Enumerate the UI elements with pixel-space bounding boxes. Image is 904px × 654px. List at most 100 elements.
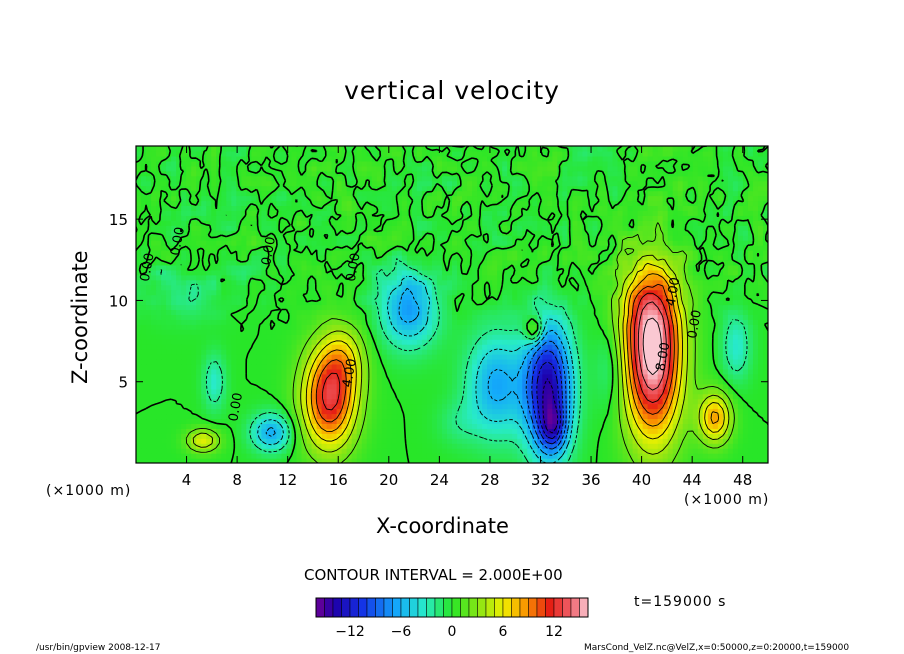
heat-cell bbox=[231, 433, 237, 439]
heat-cell bbox=[221, 428, 227, 434]
heat-cell bbox=[146, 339, 152, 345]
heat-cell bbox=[321, 408, 328, 415]
heat-cell bbox=[221, 264, 227, 271]
heat-cell bbox=[562, 284, 568, 291]
heat-cell bbox=[241, 438, 247, 444]
heat-cell bbox=[166, 304, 172, 311]
heat-cell bbox=[231, 373, 237, 380]
heat-cell bbox=[251, 264, 257, 271]
heat-cell bbox=[677, 274, 684, 281]
heat-cell bbox=[642, 309, 649, 315]
heat-cell bbox=[637, 393, 644, 400]
heat-cell bbox=[682, 358, 689, 365]
heat-cell bbox=[702, 304, 709, 311]
heat-cell bbox=[196, 403, 202, 410]
heat-cell bbox=[246, 423, 252, 429]
heat-cell bbox=[286, 324, 293, 330]
heat-cell bbox=[171, 299, 177, 306]
heat-cell bbox=[186, 428, 192, 434]
heat-cell bbox=[336, 363, 343, 370]
heat-cell bbox=[622, 324, 629, 330]
heat-cell bbox=[426, 329, 433, 335]
heat-cell bbox=[141, 408, 147, 415]
heat-cell bbox=[652, 443, 659, 449]
heat-cell bbox=[161, 453, 167, 459]
heat-cell bbox=[386, 453, 393, 459]
heat-cell bbox=[477, 423, 483, 429]
heat-cell bbox=[687, 448, 694, 454]
heat-cell bbox=[411, 294, 418, 301]
heat-cell bbox=[587, 433, 594, 439]
heat-cell bbox=[677, 294, 684, 301]
heat-cell bbox=[286, 378, 293, 385]
heat-cell bbox=[441, 398, 448, 405]
heat-cell bbox=[467, 373, 473, 380]
heat-cell bbox=[381, 319, 388, 325]
heat-cell bbox=[236, 423, 242, 429]
heat-cell bbox=[507, 349, 513, 355]
heat-cell bbox=[567, 304, 573, 311]
heat-cell bbox=[206, 294, 212, 301]
heat-cell bbox=[597, 309, 604, 315]
heat-cell bbox=[411, 433, 418, 439]
heat-cell bbox=[401, 299, 408, 306]
heat-cell bbox=[667, 423, 674, 429]
heat-cell bbox=[677, 284, 684, 291]
heat-cell bbox=[351, 388, 358, 395]
heat-cell bbox=[246, 368, 252, 375]
heat-cell bbox=[406, 354, 413, 360]
heat-cell bbox=[291, 294, 298, 301]
heat-cell bbox=[366, 358, 373, 365]
heat-cell bbox=[522, 299, 528, 306]
heat-cell bbox=[186, 418, 192, 424]
heat-cell bbox=[467, 304, 473, 311]
heat-cell bbox=[547, 393, 553, 400]
heat-cell bbox=[612, 363, 619, 370]
heat-cell bbox=[366, 438, 373, 444]
heat-cell bbox=[141, 358, 147, 365]
heat-cell bbox=[206, 373, 212, 380]
heat-cell bbox=[682, 438, 689, 444]
heat-cell bbox=[637, 453, 644, 459]
heat-cell bbox=[181, 349, 187, 355]
heat-cell bbox=[507, 284, 513, 291]
heat-cell bbox=[762, 403, 768, 410]
heat-cell bbox=[572, 428, 578, 434]
heat-cell bbox=[261, 378, 268, 385]
heat-cell bbox=[446, 269, 453, 276]
heat-cell bbox=[647, 368, 654, 375]
heat-cell bbox=[406, 289, 413, 296]
heat-cell bbox=[226, 373, 232, 380]
heat-cell bbox=[472, 458, 478, 463]
heat-cell bbox=[647, 458, 654, 463]
heat-cell bbox=[597, 373, 604, 380]
heat-cell bbox=[672, 274, 679, 281]
heat-cell bbox=[507, 393, 513, 400]
heat-cell bbox=[757, 433, 764, 439]
heat-cell bbox=[727, 314, 734, 320]
heat-cell bbox=[256, 314, 262, 320]
heat-cell bbox=[336, 319, 343, 325]
heat-cell bbox=[682, 418, 689, 424]
heat-cell bbox=[356, 378, 363, 385]
heat-cell bbox=[457, 304, 463, 311]
heat-cell bbox=[431, 309, 438, 315]
heat-cell bbox=[537, 269, 543, 276]
heat-cell bbox=[416, 378, 423, 385]
heat-cell bbox=[286, 279, 293, 286]
heat-cell bbox=[527, 388, 533, 395]
heat-cell bbox=[211, 304, 217, 311]
heat-cell bbox=[577, 349, 584, 355]
heat-cell bbox=[622, 314, 629, 320]
heat-cell bbox=[462, 433, 468, 439]
heat-cell bbox=[361, 279, 368, 286]
heat-cell bbox=[642, 349, 649, 355]
heat-cell bbox=[411, 453, 418, 459]
heat-cell bbox=[341, 324, 348, 330]
heat-cell bbox=[552, 358, 558, 365]
heat-cell bbox=[401, 294, 408, 301]
heat-cell bbox=[346, 279, 353, 286]
heat-cell bbox=[482, 408, 488, 415]
heat-cell bbox=[311, 304, 318, 311]
heat-cell bbox=[692, 458, 699, 463]
